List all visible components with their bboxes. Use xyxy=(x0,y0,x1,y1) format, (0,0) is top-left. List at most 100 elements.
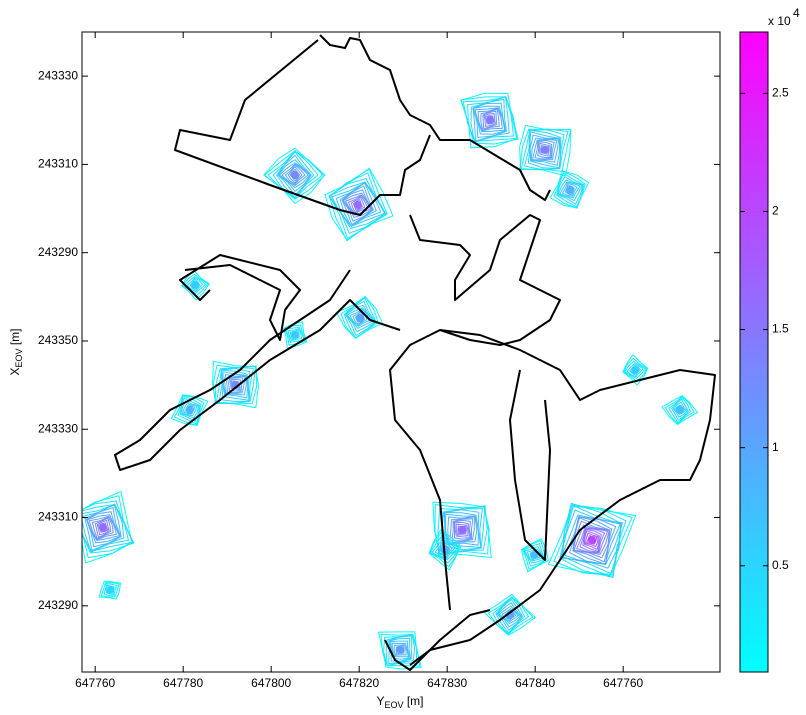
y-tick-label: 243350 xyxy=(38,333,78,347)
plot-frame xyxy=(81,31,721,673)
contour-line xyxy=(340,295,379,340)
contour-line xyxy=(670,398,690,421)
contour-line xyxy=(557,176,584,205)
contour-peak xyxy=(675,405,684,414)
contour-line xyxy=(429,531,461,568)
contour-line xyxy=(467,95,514,143)
contour-line xyxy=(522,542,547,567)
contour-line xyxy=(335,181,382,228)
contour-line xyxy=(664,395,695,425)
contour-peak xyxy=(540,145,549,154)
x-tick-label: 647820 xyxy=(339,676,379,690)
y-tick-label: 243310 xyxy=(38,157,78,171)
contour-line xyxy=(573,524,611,555)
x-tick-label: 647780 xyxy=(163,676,203,690)
tunnel-map xyxy=(114,34,716,671)
contour-peak xyxy=(458,525,467,534)
y-label-subscript: EOV xyxy=(14,348,24,367)
contour-line xyxy=(531,138,558,161)
contour-line xyxy=(100,582,120,598)
contour-line xyxy=(668,396,692,424)
contour-line xyxy=(215,366,254,404)
contour-line xyxy=(287,165,303,184)
tunnel xyxy=(509,369,551,561)
contour-line xyxy=(88,515,118,541)
contour-line xyxy=(453,519,472,540)
tunnel xyxy=(409,329,716,666)
contour-line xyxy=(472,105,507,135)
contour-line xyxy=(501,607,520,623)
colorbar-tick-label: 1 xyxy=(772,440,779,454)
contour-peak xyxy=(191,280,200,289)
colorbar-tick-label: 2 xyxy=(772,204,779,218)
contour-line xyxy=(228,378,242,392)
contour-peak xyxy=(396,645,405,654)
contour-line xyxy=(98,580,122,600)
contour-line xyxy=(96,519,110,536)
contour-line xyxy=(330,182,386,227)
contour-line xyxy=(496,598,524,632)
tunnel xyxy=(174,39,431,216)
contour-line xyxy=(281,163,309,187)
contour-line xyxy=(559,181,581,199)
contour-line xyxy=(285,326,305,343)
contour-line xyxy=(276,151,315,199)
y-tick-label: 243310 xyxy=(38,510,78,524)
contour-peak xyxy=(353,201,362,210)
contour-line xyxy=(344,194,372,216)
contour-line xyxy=(182,403,198,417)
contour-line xyxy=(553,170,586,209)
contour-line xyxy=(521,538,549,573)
contour-line xyxy=(385,634,416,667)
contour-line xyxy=(445,513,479,546)
contour-peak xyxy=(565,186,574,195)
colorbar-tick-label: 1.5 xyxy=(772,322,789,336)
contour-line xyxy=(483,113,496,127)
contour-line xyxy=(482,110,498,130)
y-tick-label: 243330 xyxy=(38,421,78,435)
contour-line xyxy=(82,504,130,553)
x-tick-label: 647760 xyxy=(603,676,643,690)
contour-line xyxy=(346,307,374,329)
axes: 647760 647780 647800 647820 647830 647840 6477… xyxy=(38,32,720,690)
contour-line xyxy=(277,159,312,192)
tunnel xyxy=(319,34,551,201)
contour-line xyxy=(524,546,546,564)
contour-line xyxy=(180,400,200,419)
contour-layer xyxy=(82,92,699,670)
contour-line xyxy=(431,538,459,561)
contour-line xyxy=(624,360,647,380)
contour-line xyxy=(529,134,561,167)
contour-line xyxy=(86,514,121,542)
contour-line xyxy=(582,528,602,552)
contour-line xyxy=(622,353,649,386)
contour-line xyxy=(283,321,308,349)
contour-line xyxy=(345,304,376,333)
contour-line xyxy=(220,369,250,401)
colorbar xyxy=(739,31,769,673)
contour-line xyxy=(393,644,407,656)
contour-line xyxy=(462,96,518,142)
tunnel xyxy=(179,254,301,341)
contour-line xyxy=(497,601,523,628)
contour-line xyxy=(344,300,377,337)
contour-line xyxy=(534,139,555,160)
tunnel xyxy=(389,214,561,611)
contour-line xyxy=(556,172,585,208)
contour-line xyxy=(284,164,306,186)
contour-line xyxy=(287,328,303,342)
contour-line xyxy=(498,605,522,625)
plot-area xyxy=(82,32,720,672)
contour-line xyxy=(85,511,122,544)
contour-line xyxy=(455,523,469,536)
contour-line xyxy=(103,583,118,597)
contour-peak xyxy=(185,405,194,414)
contour-line xyxy=(388,637,411,662)
y-label-symbol: X xyxy=(8,368,22,376)
contour-line xyxy=(267,150,324,199)
tunnel xyxy=(114,269,401,471)
contour-line xyxy=(661,395,699,426)
contour-line xyxy=(186,277,204,293)
contour-line xyxy=(474,107,506,133)
contour-line xyxy=(557,179,583,202)
